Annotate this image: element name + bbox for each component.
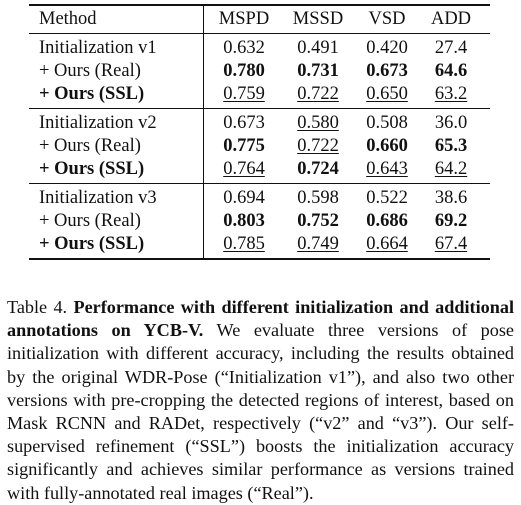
table-row: + Ours (Real) 0.775 0.722 0.660 65.3: [29, 135, 490, 158]
method-cell: + Ours (Real): [39, 211, 141, 231]
column-divider: [203, 34, 204, 108]
value-cell: 0.650: [366, 84, 408, 104]
value-cell: 36.0: [434, 113, 468, 133]
table-row: + Ours (Real) 0.780 0.731 0.673 64.6: [29, 60, 490, 83]
value-cell: 0.731: [297, 61, 339, 81]
group-rule: [29, 183, 490, 184]
caption-label: Table 4.: [7, 297, 68, 317]
method-cell: + Ours (SSL): [39, 84, 145, 104]
caption-body: We evaluate three versions of pose initi…: [7, 320, 514, 503]
column-divider: [203, 6, 204, 33]
header-mspd: MSPD: [218, 9, 270, 29]
table-body: Initialization v1 0.632 0.491 0.420 27.4 + Ou…: [29, 33, 490, 260]
value-cell: 0.785: [223, 234, 265, 254]
value-cell: 27.4: [434, 38, 468, 58]
value-cell: 0.722: [297, 84, 339, 104]
method-cell: + Ours (Real): [39, 136, 141, 156]
method-cell: + Ours (SSL): [39, 159, 145, 179]
caption-title: Performance with different initializatio…: [7, 297, 514, 341]
value-cell: 64.6: [434, 61, 468, 81]
top-rule: [29, 4, 490, 6]
table-header: Method MSPD MSSD VSD ADD: [29, 6, 490, 33]
row-group: Initialization v1 0.632 0.491 0.420 27.4 + Ou…: [29, 34, 490, 108]
table-row: + Ours (SSL) 0.785 0.749 0.664 67.4: [29, 233, 490, 256]
value-cell: 0.780: [223, 61, 265, 81]
value-cell: 0.752: [297, 211, 339, 231]
method-cell: Initialization v2: [39, 113, 157, 133]
table-row: + Ours (SSL) 0.764 0.724 0.643 64.2: [29, 158, 490, 181]
value-cell: 0.764: [223, 159, 265, 179]
group-rule: [29, 33, 490, 34]
column-divider: [203, 184, 204, 258]
value-cell: 0.722: [297, 136, 339, 156]
bottom-rule: [29, 258, 490, 260]
value-cell: 0.673: [223, 113, 265, 133]
group-rule: [29, 108, 490, 109]
table-row: Initialization v3 0.694 0.598 0.522 38.6: [29, 187, 490, 210]
value-cell: 0.749: [297, 234, 339, 254]
value-cell: 65.3: [434, 136, 468, 156]
row-group: Initialization v2 0.673 0.580 0.508 36.0 + Ou…: [29, 109, 490, 183]
value-cell: 0.803: [223, 211, 265, 231]
value-cell: 0.759: [223, 84, 265, 104]
method-cell: Initialization v3: [39, 188, 157, 208]
value-cell: 0.491: [297, 38, 339, 58]
value-cell: 0.580: [297, 113, 339, 133]
value-cell: 0.522: [366, 188, 408, 208]
row-group: Initialization v3 0.694 0.598 0.522 38.6 + Ou…: [29, 184, 490, 258]
table-row: + Ours (SSL) 0.759 0.722 0.650 63.2: [29, 83, 490, 106]
value-cell: 0.694: [223, 188, 265, 208]
value-cell: 0.508: [366, 113, 408, 133]
value-cell: 67.4: [434, 234, 468, 254]
results-table: Method MSPD MSSD VSD ADD Initialization …: [29, 4, 490, 260]
value-cell: 0.673: [366, 61, 408, 81]
table-row: Initialization v1 0.632 0.491 0.420 27.4: [29, 37, 490, 60]
value-cell: 64.2: [434, 159, 468, 179]
value-cell: 0.632: [223, 38, 265, 58]
method-cell: Initialization v1: [39, 38, 157, 58]
column-divider: [203, 109, 204, 183]
header-vsd: VSD: [368, 9, 406, 29]
header-method: Method: [39, 9, 97, 29]
method-cell: + Ours (SSL): [39, 234, 145, 254]
value-cell: 0.664: [366, 234, 408, 254]
value-cell: 0.775: [223, 136, 265, 156]
value-cell: 0.643: [366, 159, 408, 179]
table-row: + Ours (Real) 0.803 0.752 0.686 69.2: [29, 210, 490, 233]
value-cell: 0.660: [366, 136, 408, 156]
value-cell: 0.598: [297, 188, 339, 208]
value-cell: 0.686: [366, 211, 408, 231]
header-mssd: MSSD: [292, 9, 344, 29]
value-cell: 38.6: [434, 188, 468, 208]
value-cell: 69.2: [434, 211, 468, 231]
table-caption: Table 4. Performance with different init…: [7, 296, 514, 505]
value-cell: 0.420: [366, 38, 408, 58]
method-cell: + Ours (Real): [39, 61, 141, 81]
table-row: Initialization v2 0.673 0.580 0.508 36.0: [29, 112, 490, 135]
value-cell: 63.2: [434, 84, 468, 104]
value-cell: 0.724: [297, 159, 339, 179]
header-add: ADD: [430, 9, 472, 29]
